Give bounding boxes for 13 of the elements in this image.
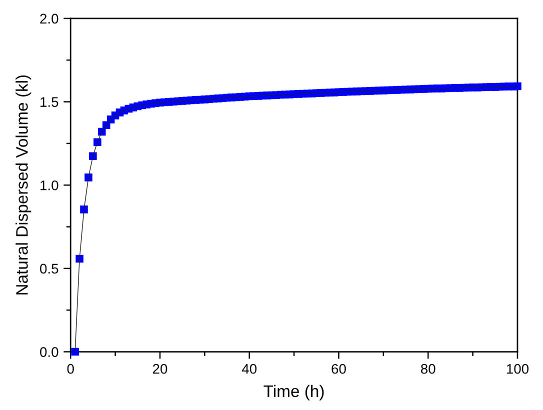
y-tick-label: 0.0 xyxy=(40,347,58,357)
x-axis-title: Time (h) xyxy=(264,384,324,400)
y-tick-label: 2.0 xyxy=(40,14,58,24)
y-tick-label: 1.0 xyxy=(40,180,58,190)
x-tick-label: 0 xyxy=(67,364,74,374)
y-tick-label: 1.5 xyxy=(40,97,58,107)
x-tick-label: 100 xyxy=(506,364,529,374)
y-tick-label: 0.5 xyxy=(40,264,58,274)
x-tick-label: 40 xyxy=(242,364,257,374)
x-tick-label: 60 xyxy=(332,364,346,374)
x-tick-label: 20 xyxy=(152,364,168,374)
x-tick-label: 80 xyxy=(420,364,436,374)
y-axis-title: Natural Dispersed Volume (kl) xyxy=(16,75,32,294)
